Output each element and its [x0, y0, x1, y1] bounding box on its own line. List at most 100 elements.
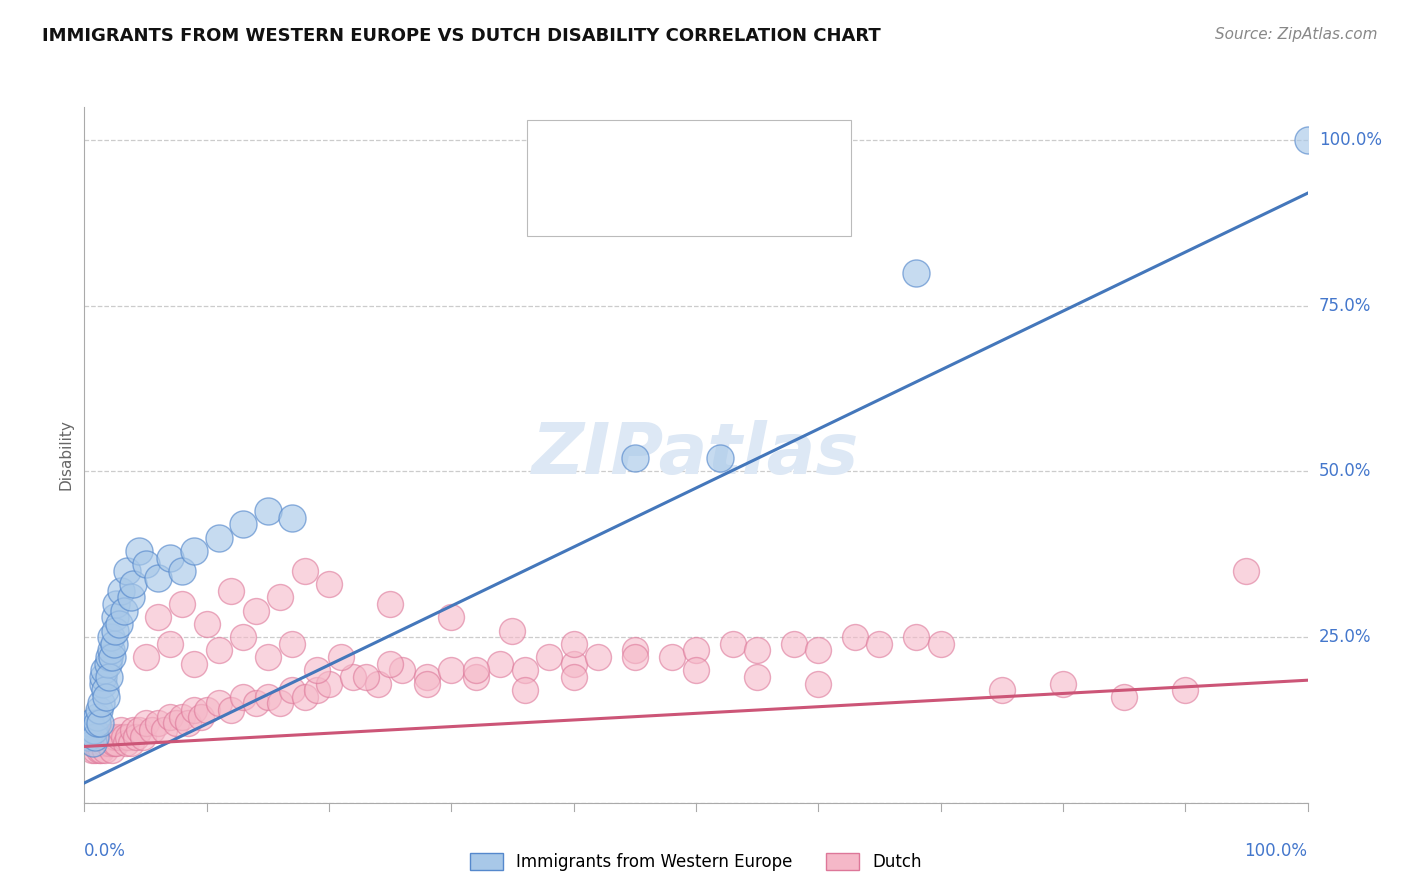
Point: [90, 697, 112, 711]
Point: [122, 577, 145, 591]
Point: [391, 663, 413, 677]
Point: [208, 531, 231, 545]
Point: [146, 716, 169, 731]
Point: [159, 637, 181, 651]
Point: [354, 670, 377, 684]
Point: [91, 730, 114, 744]
Point: [844, 630, 866, 644]
Point: [112, 604, 135, 618]
Point: [685, 643, 707, 657]
Point: [107, 616, 129, 631]
Point: [586, 650, 609, 665]
Text: IMMIGRANTS FROM WESTERN EUROPE VS DUTCH DISABILITY CORRELATION CHART: IMMIGRANTS FROM WESTERN EUROPE VS DUTCH …: [42, 27, 882, 45]
Point: [232, 630, 254, 644]
Point: [1174, 683, 1197, 698]
Point: [146, 610, 169, 624]
Text: N =: N =: [696, 148, 730, 166]
Point: [93, 736, 115, 750]
Point: [624, 643, 647, 657]
Point: [489, 657, 512, 671]
Point: [128, 723, 150, 737]
Point: [105, 597, 128, 611]
Point: [97, 670, 120, 684]
Point: [177, 716, 200, 731]
Point: [77, 730, 100, 744]
Point: [135, 650, 157, 665]
Point: [721, 637, 744, 651]
Point: [440, 610, 463, 624]
Point: [281, 683, 304, 698]
Point: [294, 564, 316, 578]
Point: [77, 730, 100, 744]
Point: [183, 657, 205, 671]
Point: [110, 583, 132, 598]
Point: [100, 643, 122, 657]
Point: [747, 643, 769, 657]
Point: [103, 637, 125, 651]
Point: [367, 676, 389, 690]
Point: [91, 676, 114, 690]
Point: [440, 663, 463, 677]
Point: [183, 703, 205, 717]
Point: [112, 730, 135, 744]
Point: [135, 558, 157, 572]
Point: [86, 709, 108, 723]
Point: [219, 583, 242, 598]
Point: [100, 730, 122, 744]
Point: [807, 676, 830, 690]
Point: [97, 657, 120, 671]
Point: [120, 591, 142, 605]
Point: [195, 616, 218, 631]
Point: [104, 624, 127, 638]
Point: [747, 670, 769, 684]
Point: [269, 697, 291, 711]
Point: [132, 730, 155, 744]
Point: [122, 723, 145, 737]
Point: [1114, 690, 1136, 704]
Y-axis label: Disability: Disability: [58, 419, 73, 491]
Point: [380, 597, 402, 611]
Point: [159, 709, 181, 723]
Point: [86, 716, 108, 731]
Point: [305, 663, 328, 677]
Point: [232, 517, 254, 532]
Point: [869, 637, 891, 651]
Legend: Immigrants from Western Europe, Dutch: Immigrants from Western Europe, Dutch: [463, 847, 929, 878]
Point: [93, 663, 115, 677]
Point: [501, 624, 523, 638]
Point: [87, 730, 110, 744]
Point: [172, 709, 194, 723]
Point: [115, 564, 138, 578]
Point: [305, 683, 328, 698]
Point: [416, 670, 439, 684]
Text: N =: N =: [696, 190, 730, 208]
Point: [208, 697, 231, 711]
Point: [416, 676, 439, 690]
Point: [146, 570, 169, 584]
Text: 50.0%: 50.0%: [1319, 462, 1371, 481]
Point: [990, 683, 1012, 698]
Point: [107, 730, 129, 744]
Point: [159, 550, 181, 565]
Point: [1234, 564, 1257, 578]
Point: [1052, 676, 1074, 690]
Text: R =: R =: [583, 148, 617, 166]
Point: [624, 650, 647, 665]
Point: [98, 736, 121, 750]
Point: [709, 451, 731, 466]
Point: [83, 723, 105, 737]
Point: [141, 723, 163, 737]
Point: [101, 743, 124, 757]
Point: [257, 650, 280, 665]
Point: [97, 650, 120, 665]
Point: [91, 670, 114, 684]
Text: 112: 112: [738, 190, 776, 208]
Point: [294, 690, 316, 704]
Point: [281, 511, 304, 525]
Point: [513, 663, 536, 677]
Point: [281, 637, 304, 651]
Point: [464, 663, 486, 677]
Point: [94, 743, 117, 757]
Point: [929, 637, 952, 651]
Point: [330, 650, 353, 665]
